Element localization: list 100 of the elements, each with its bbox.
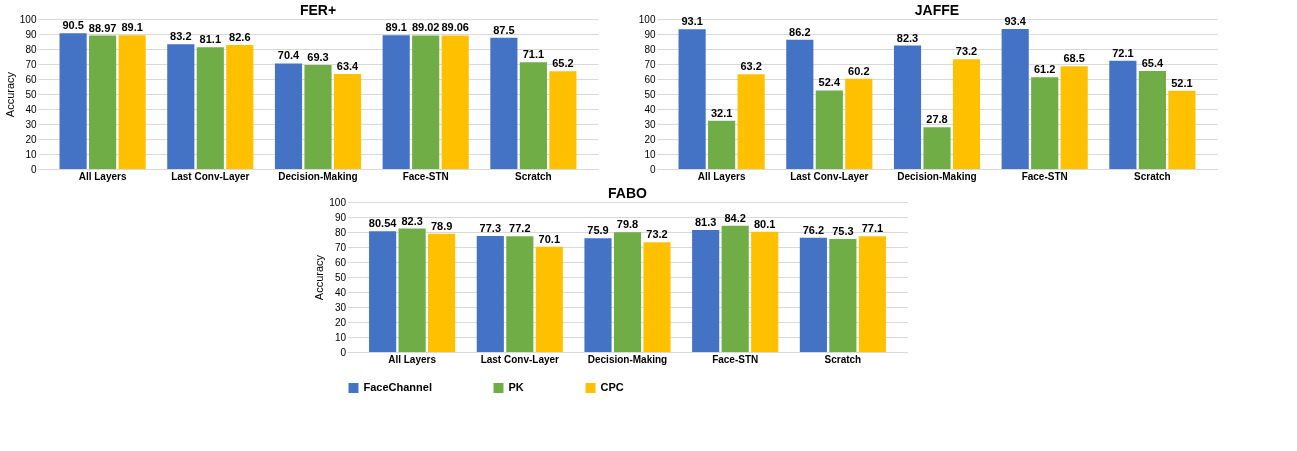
bar: [858, 236, 886, 352]
y-tick-label: 80: [644, 43, 656, 55]
y-tick-label: 30: [25, 118, 37, 130]
chart-title: FER+: [299, 2, 337, 18]
data-label: 90.5: [62, 19, 84, 32]
bar: [412, 35, 440, 169]
y-tick-label: 20: [25, 133, 37, 145]
bar: [490, 37, 518, 169]
bar: [59, 33, 87, 169]
x-tick-label: Face-STN: [712, 353, 759, 365]
y-tick-label: 0: [30, 163, 37, 175]
bar: [519, 62, 547, 169]
data-label: 93.1: [681, 15, 703, 28]
y-tick-label: 10: [334, 331, 347, 343]
bar: [535, 246, 563, 352]
data-label: 77.1: [861, 222, 884, 235]
data-label: 70.1: [538, 232, 561, 245]
y-tick-label: 0: [340, 346, 347, 358]
data-label: 89.02: [411, 21, 440, 34]
y-tick-label: 20: [644, 133, 656, 145]
bar: [737, 74, 765, 169]
y-tick-label: 60: [334, 256, 347, 268]
bar: [678, 29, 706, 169]
x-tick-label: All Layers: [388, 353, 437, 365]
y-tick-label: 90: [334, 211, 347, 223]
y-tick-label: 40: [25, 103, 37, 115]
bar: [1138, 70, 1166, 169]
y-tick-label: 50: [644, 88, 656, 100]
y-tick-label: 80: [334, 226, 347, 238]
x-tick-label: Decision-Making: [897, 170, 977, 182]
bar: [923, 127, 951, 169]
y-axis-title: Accuracy: [313, 254, 326, 301]
data-label: 84.2: [724, 211, 746, 224]
legend-label: PK: [508, 381, 524, 393]
bar: [398, 228, 426, 352]
bar: [1060, 66, 1088, 169]
x-tick-label: Decision-Making: [278, 170, 358, 182]
bar: [584, 238, 612, 352]
bar: [721, 225, 749, 352]
data-label: 63.2: [740, 60, 762, 73]
bar: [751, 231, 779, 352]
y-axis-title: Accuracy: [3, 71, 16, 118]
bar: [893, 45, 922, 169]
data-label: 77.2: [509, 222, 531, 235]
data-label: 89.1: [121, 21, 143, 34]
bar: [549, 71, 577, 169]
y-tick-label: 50: [334, 271, 347, 283]
data-label: 65.2: [552, 57, 574, 70]
bar: [382, 35, 410, 169]
data-label: 88.97: [88, 21, 117, 34]
bar: [226, 45, 254, 169]
chart-title: JAFFE: [914, 2, 960, 18]
data-label: 61.2: [1033, 63, 1056, 76]
data-label: 86.2: [789, 25, 811, 38]
data-label: 81.3: [694, 216, 717, 229]
y-tick-label: 30: [334, 301, 347, 313]
bar: [196, 47, 224, 169]
data-label: 65.4: [1141, 56, 1164, 69]
data-label: 32.1: [710, 106, 733, 119]
data-label: 75.9: [587, 224, 609, 237]
y-tick-label: 80: [25, 43, 37, 55]
bar: [274, 63, 303, 169]
y-tick-label: 40: [644, 103, 656, 115]
y-tick-label: 10: [25, 148, 37, 160]
x-tick-label: Face-STN: [1021, 170, 1068, 182]
data-label: 75.3: [832, 225, 854, 238]
bar: [333, 73, 362, 169]
bar: [613, 232, 642, 352]
y-tick-label: 60: [644, 73, 656, 85]
data-label: 77.3: [479, 222, 502, 235]
data-label: 80.54: [368, 217, 398, 230]
x-tick-label: Last Conv-Layer: [790, 170, 869, 182]
data-label: 63.4: [336, 59, 360, 72]
bar: [118, 35, 146, 169]
x-tick-label: Decision-Making: [587, 353, 668, 365]
data-label: 73.2: [646, 228, 668, 241]
y-tick-label: 100: [329, 196, 347, 208]
bar: [643, 242, 671, 352]
data-label: 78.9: [430, 219, 453, 232]
bar: [167, 44, 195, 169]
data-label: 68.5: [1063, 52, 1085, 65]
y-tick-label: 70: [644, 58, 656, 70]
x-tick-label: Last Conv-Layer: [171, 170, 250, 182]
data-label: 83.2: [170, 30, 192, 43]
x-tick-label: Scratch: [515, 170, 552, 182]
bar: [1031, 77, 1059, 169]
data-label: 27.8: [926, 113, 948, 126]
bar: [1109, 60, 1137, 169]
y-tick-label: 70: [334, 241, 347, 253]
data-label: 93.4: [1004, 14, 1027, 27]
data-label: 87.5: [493, 23, 515, 36]
x-tick-label: Scratch: [824, 353, 862, 365]
bar: [506, 236, 534, 352]
data-label: 70.4: [277, 49, 301, 62]
data-label: 60.2: [848, 64, 870, 77]
bar: [786, 39, 814, 169]
bar: [428, 233, 456, 352]
bar: [1001, 28, 1029, 169]
y-tick-label: 70: [25, 58, 37, 70]
bar: [845, 78, 873, 169]
